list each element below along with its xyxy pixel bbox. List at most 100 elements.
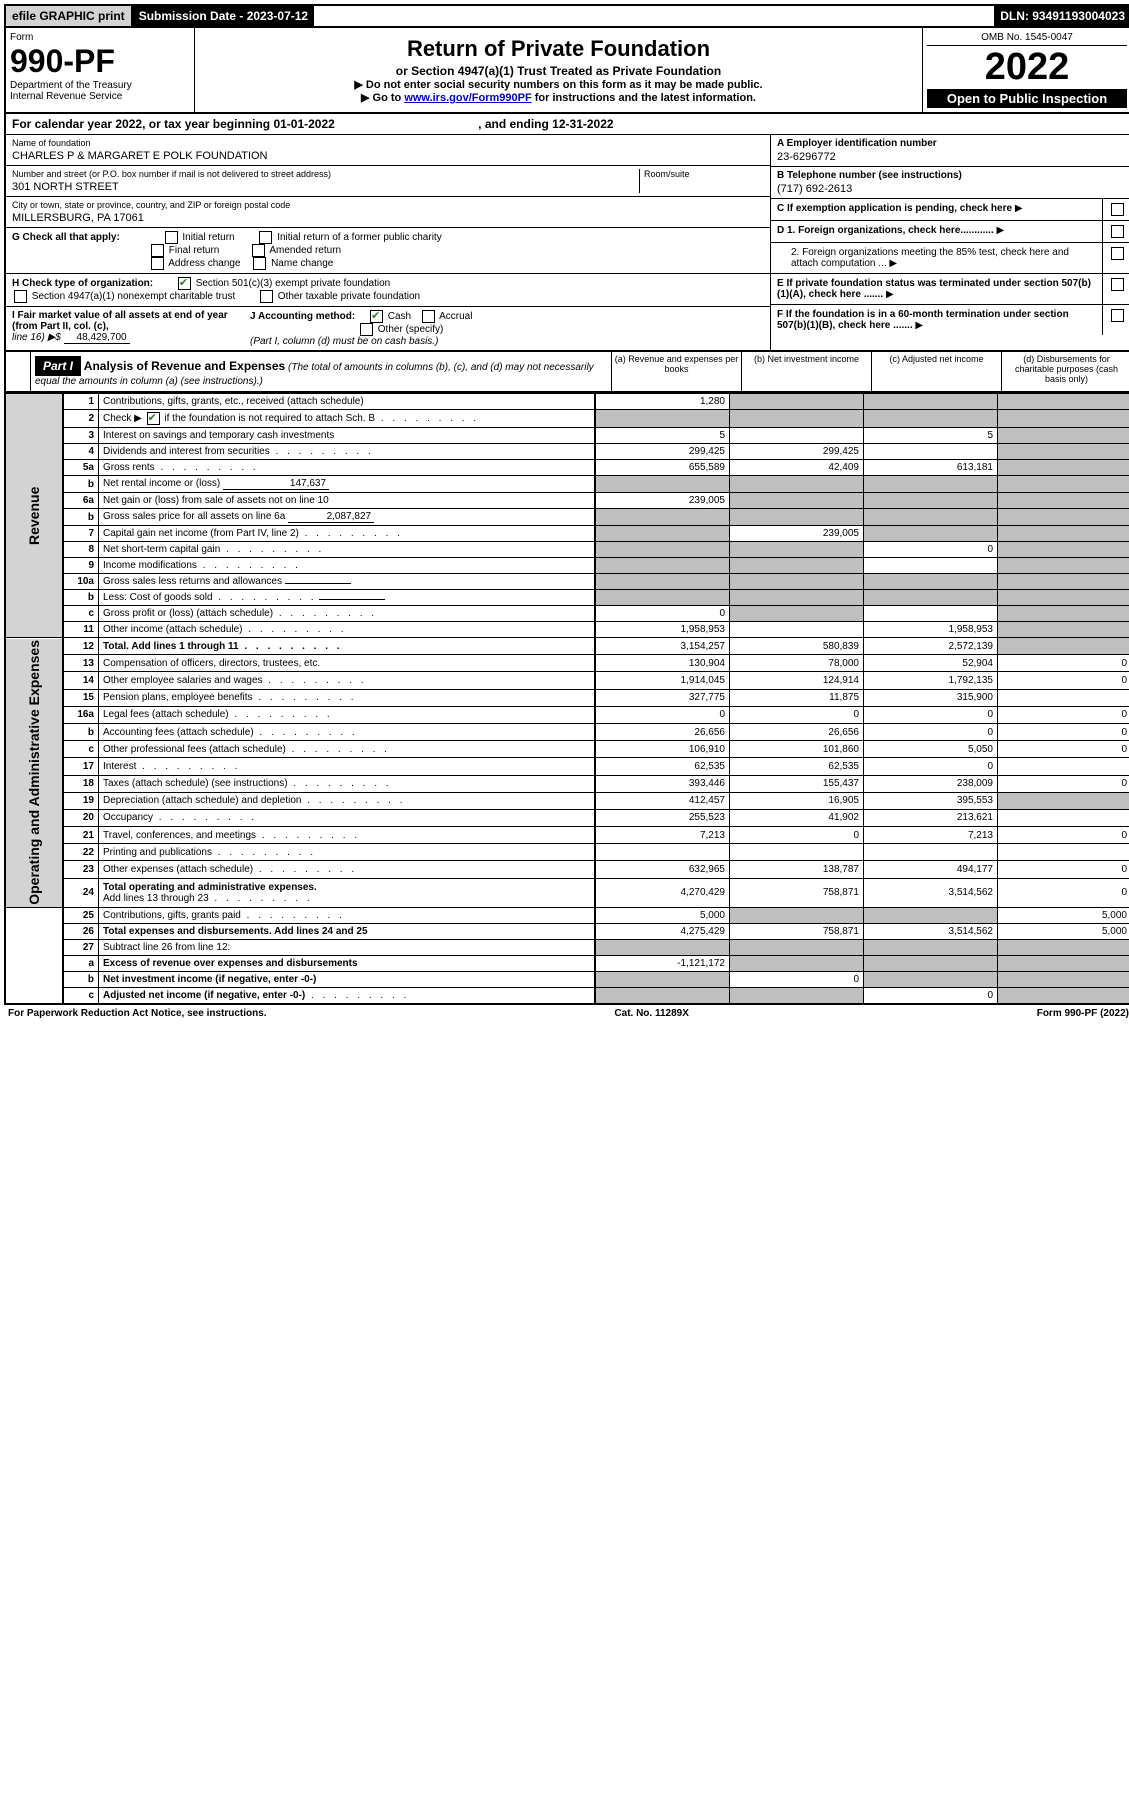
row-18: 18Taxes (attach schedule) (see instructi…	[5, 775, 1129, 792]
cash-checkbox[interactable]	[370, 310, 383, 323]
form-label: Form	[10, 32, 33, 43]
row-15: 15Pension plans, employee benefits 327,7…	[5, 689, 1129, 706]
form-subtitle: or Section 4947(a)(1) Trust Treated as P…	[201, 64, 916, 78]
row-24: 24Total operating and administrative exp…	[5, 878, 1129, 907]
row-6a: 6a Net gain or (loss) from sale of asset…	[5, 493, 1129, 509]
row-27b: bNet investment income (if negative, ent…	[5, 971, 1129, 987]
header-mid: Return of Private Foundation or Section …	[195, 28, 922, 112]
row-1: Revenue 1 Contributions, gifts, grants, …	[5, 394, 1129, 410]
form-number: 990-PF	[10, 43, 115, 79]
initial-former-checkbox[interactable]	[259, 231, 272, 244]
d1-check-row: D 1. Foreign organizations, check here..…	[771, 221, 1129, 243]
info-grid: Name of foundation CHARLES P & MARGARET …	[4, 135, 1129, 352]
open-public: Open to Public Inspection	[927, 89, 1127, 108]
row-2: 2 Check ▶ if the foundation is not requi…	[5, 410, 1129, 428]
row-22: 22Printing and publications	[5, 844, 1129, 861]
header-right: OMB No. 1545-0047 2022 Open to Public In…	[922, 28, 1129, 112]
row-16a: 16aLegal fees (attach schedule) 0000	[5, 706, 1129, 723]
row-14: 14Other employee salaries and wages 1,91…	[5, 672, 1129, 689]
h-check-cell: H Check type of organization: Section 50…	[6, 274, 770, 307]
dept-label: Department of the Treasury	[10, 80, 132, 91]
info-right: A Employer identification number 23-6296…	[770, 135, 1129, 350]
address-cell: Number and street (or P.O. box number if…	[6, 166, 770, 197]
name-change-checkbox[interactable]	[253, 257, 266, 270]
row-27a: aExcess of revenue over expenses and dis…	[5, 955, 1129, 971]
d2-check-row: 2. Foreign organizations meeting the 85%…	[771, 243, 1129, 274]
footer-mid: Cat. No. 11289X	[614, 1008, 688, 1019]
row-6b: b Gross sales price for all assets on li…	[5, 509, 1129, 526]
instr-1: ▶ Do not enter social security numbers o…	[201, 78, 916, 91]
row-25: 25Contributions, gifts, grants paid 5,00…	[5, 907, 1129, 923]
e-checkbox[interactable]	[1111, 278, 1124, 291]
calendar-year-row: For calendar year 2022, or tax year begi…	[4, 114, 1129, 135]
header-left: Form 990-PF Department of the Treasury I…	[6, 28, 195, 112]
row-21: 21Travel, conferences, and meetings 7,21…	[5, 827, 1129, 844]
row-19: 19Depreciation (attach schedule) and dep…	[5, 792, 1129, 809]
row-5b: b Net rental income or (loss) 147,637	[5, 476, 1129, 493]
d1-checkbox[interactable]	[1111, 225, 1124, 238]
f-checkbox[interactable]	[1111, 309, 1124, 322]
row-10c: c Gross profit or (loss) (attach schedul…	[5, 606, 1129, 622]
omb-number: OMB No. 1545-0047	[927, 32, 1127, 46]
col-c-header: (c) Adjusted net income	[871, 352, 1001, 391]
row-23: 23Other expenses (attach schedule) 632,9…	[5, 861, 1129, 878]
tax-year: 2022	[927, 46, 1127, 89]
expenses-side-label: Operating and Administrative Expenses	[5, 638, 63, 908]
tel-cell: B Telephone number (see instructions) (7…	[771, 167, 1129, 199]
footer: For Paperwork Reduction Act Notice, see …	[4, 1005, 1129, 1022]
row-4: 4 Dividends and interest from securities…	[5, 444, 1129, 460]
final-return-checkbox[interactable]	[151, 244, 164, 257]
row-13: 13Compensation of officers, directors, t…	[5, 655, 1129, 672]
e-check-row: E If private foundation status was termi…	[771, 274, 1129, 305]
col-a-header: (a) Revenue and expenses per books	[611, 352, 741, 391]
footer-left: For Paperwork Reduction Act Notice, see …	[8, 1008, 267, 1019]
row-27: 27Subtract line 26 from line 12:	[5, 939, 1129, 955]
part1-table: Revenue 1 Contributions, gifts, grants, …	[4, 393, 1129, 1005]
part1-header: Part I Analysis of Revenue and Expenses …	[4, 352, 1129, 393]
row-5a: 5a Gross rents 655,58942,409613,181	[5, 460, 1129, 476]
revenue-side-label: Revenue	[5, 394, 63, 638]
irs-label: Internal Revenue Service	[10, 91, 122, 102]
row-16b: bAccounting fees (attach schedule) 26,65…	[5, 723, 1129, 740]
foundation-name-cell: Name of foundation CHARLES P & MARGARET …	[6, 135, 770, 166]
accrual-checkbox[interactable]	[422, 310, 435, 323]
ein-cell: A Employer identification number 23-6296…	[771, 135, 1129, 167]
col-d-header: (d) Disbursements for charitable purpose…	[1001, 352, 1129, 391]
top-bar: efile GRAPHIC print Submission Date - 20…	[4, 4, 1129, 28]
form-header: Form 990-PF Department of the Treasury I…	[4, 28, 1129, 114]
row-9: 9 Income modifications	[5, 558, 1129, 574]
row-20: 20Occupancy 255,52341,902213,621	[5, 809, 1129, 826]
row-26: 26Total expenses and disbursements. Add …	[5, 923, 1129, 939]
initial-return-checkbox[interactable]	[165, 231, 178, 244]
c-check-row: C If exemption application is pending, c…	[771, 199, 1129, 221]
row-7: 7 Capital gain net income (from Part IV,…	[5, 526, 1129, 542]
row-12: Operating and Administrative Expenses 12…	[5, 638, 1129, 655]
row-10b: b Less: Cost of goods sold	[5, 590, 1129, 606]
instr-2: ▶ Go to www.irs.gov/Form990PF for instru…	[201, 91, 916, 104]
info-left: Name of foundation CHARLES P & MARGARET …	[6, 135, 770, 350]
row-11: 11 Other income (attach schedule) 1,958,…	[5, 622, 1129, 638]
dln: DLN: 93491193004023	[994, 6, 1129, 26]
irs-link[interactable]: www.irs.gov/Form990PF	[404, 92, 531, 104]
other-taxable-checkbox[interactable]	[260, 290, 273, 303]
501c3-checkbox[interactable]	[178, 277, 191, 290]
form-title: Return of Private Foundation	[201, 36, 916, 62]
amended-return-checkbox[interactable]	[252, 244, 265, 257]
f-check-row: F If the foundation is in a 60-month ter…	[771, 305, 1129, 335]
efile-print-button[interactable]: efile GRAPHIC print	[6, 6, 133, 26]
d2-checkbox[interactable]	[1111, 247, 1124, 260]
row-16c: cOther professional fees (attach schedul…	[5, 741, 1129, 758]
city-cell: City or town, state or province, country…	[6, 197, 770, 228]
address-change-checkbox[interactable]	[151, 257, 164, 270]
sch-b-checkbox[interactable]	[147, 412, 160, 425]
footer-right: Form 990-PF (2022)	[1037, 1008, 1129, 1019]
part1-label: Part I	[35, 356, 81, 376]
c-checkbox[interactable]	[1111, 203, 1124, 216]
row-27c: cAdjusted net income (if negative, enter…	[5, 987, 1129, 1004]
i-j-cell: I Fair market value of all assets at end…	[6, 307, 770, 350]
row-8: 8 Net short-term capital gain 0	[5, 542, 1129, 558]
fmv-value: 48,429,700	[64, 332, 130, 344]
col-b-header: (b) Net investment income	[741, 352, 871, 391]
other-method-checkbox[interactable]	[360, 323, 373, 336]
4947-checkbox[interactable]	[14, 290, 27, 303]
